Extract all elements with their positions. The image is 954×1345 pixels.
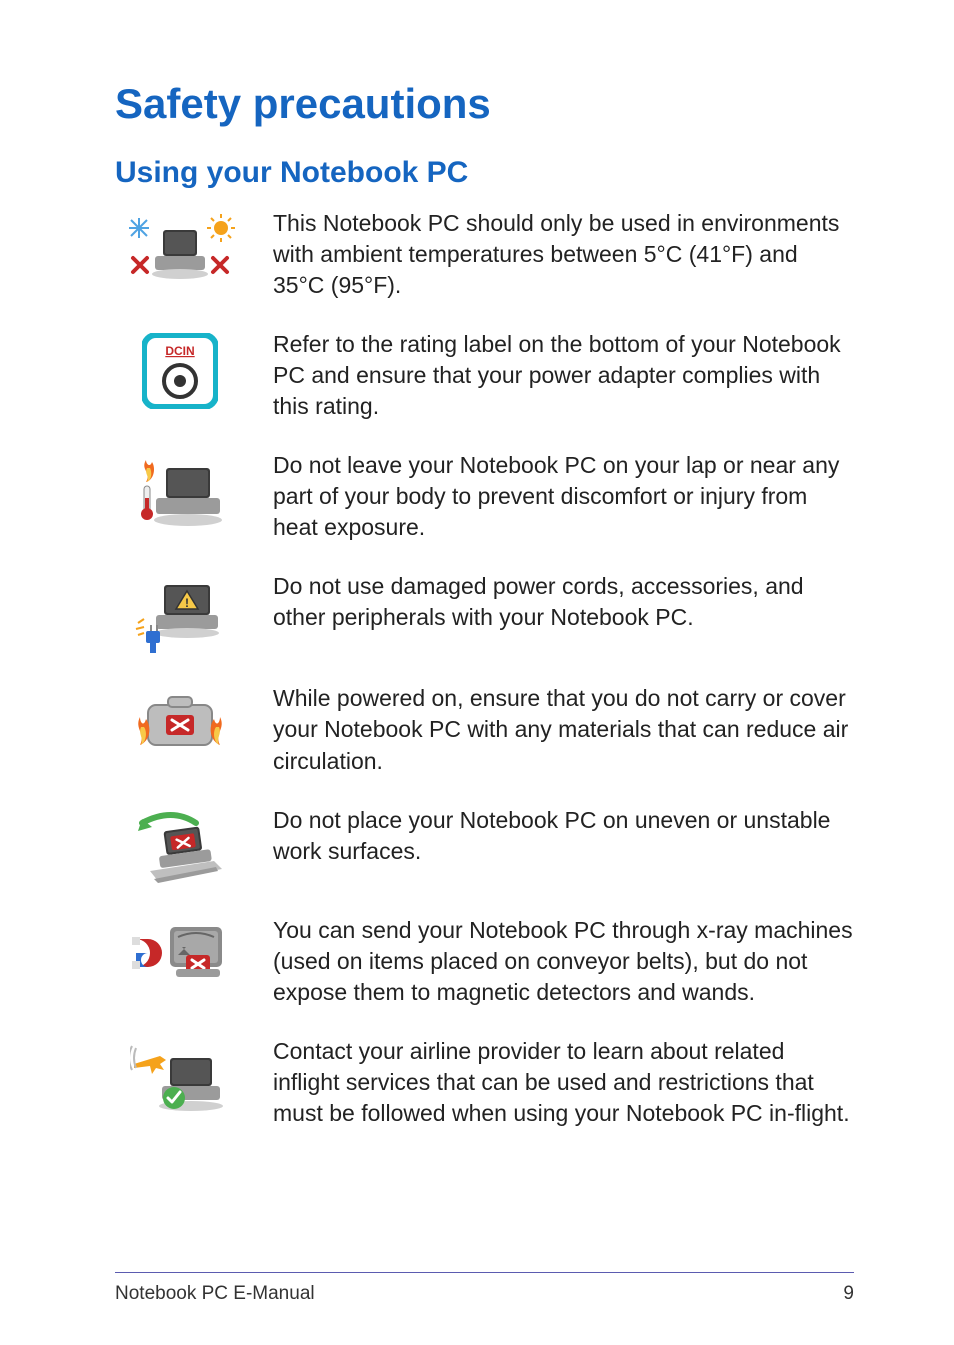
item-text: Do not place your Notebook PC on uneven … (273, 805, 854, 867)
item-text: Do not leave your Notebook PC on your la… (273, 450, 854, 543)
heat-lap-icon (115, 450, 245, 532)
svg-text:!: ! (185, 596, 189, 610)
damaged-cord-icon: ! (115, 571, 245, 655)
list-item: You can send your Notebook PC through x-… (115, 915, 854, 1008)
item-text: Do not use damaged power cords, accessor… (273, 571, 854, 633)
page: Safety precautions Using your Notebook P… (0, 0, 954, 1345)
dcin-icon: DCIN (115, 329, 245, 409)
item-text: While powered on, ensure that you do not… (273, 683, 854, 776)
page-title: Safety precautions (115, 80, 854, 128)
list-item: ! Do not use damaged power co (115, 571, 854, 655)
section-title: Using your Notebook PC (115, 156, 854, 190)
temperature-icon (115, 208, 245, 286)
item-text: Contact your airline provider to learn a… (273, 1036, 854, 1129)
item-text: You can send your Notebook PC through x-… (273, 915, 854, 1008)
list-item: Do not leave your Notebook PC on your la… (115, 450, 854, 543)
list-item: While powered on, ensure that you do not… (115, 683, 854, 776)
precautions-list: This Notebook PC should only be used in … (115, 208, 854, 1272)
item-text: Refer to the rating label on the bottom … (273, 329, 854, 422)
page-number: 9 (843, 1283, 854, 1305)
item-text: This Notebook PC should only be used in … (273, 208, 854, 301)
uneven-surface-icon (115, 805, 245, 887)
svg-text:DCIN: DCIN (165, 344, 194, 358)
list-item: DCIN Refer to the rating label on the bo… (115, 329, 854, 422)
list-item: Do not place your Notebook PC on uneven … (115, 805, 854, 887)
list-item: Contact your airline provider to learn a… (115, 1036, 854, 1129)
list-item: This Notebook PC should only be used in … (115, 208, 854, 301)
bag-fire-icon (115, 683, 245, 757)
page-footer: Notebook PC E-Manual 9 (115, 1272, 854, 1305)
footer-title: Notebook PC E-Manual (115, 1283, 315, 1305)
airplane-icon (115, 1036, 245, 1118)
xray-magnet-icon (115, 915, 245, 987)
